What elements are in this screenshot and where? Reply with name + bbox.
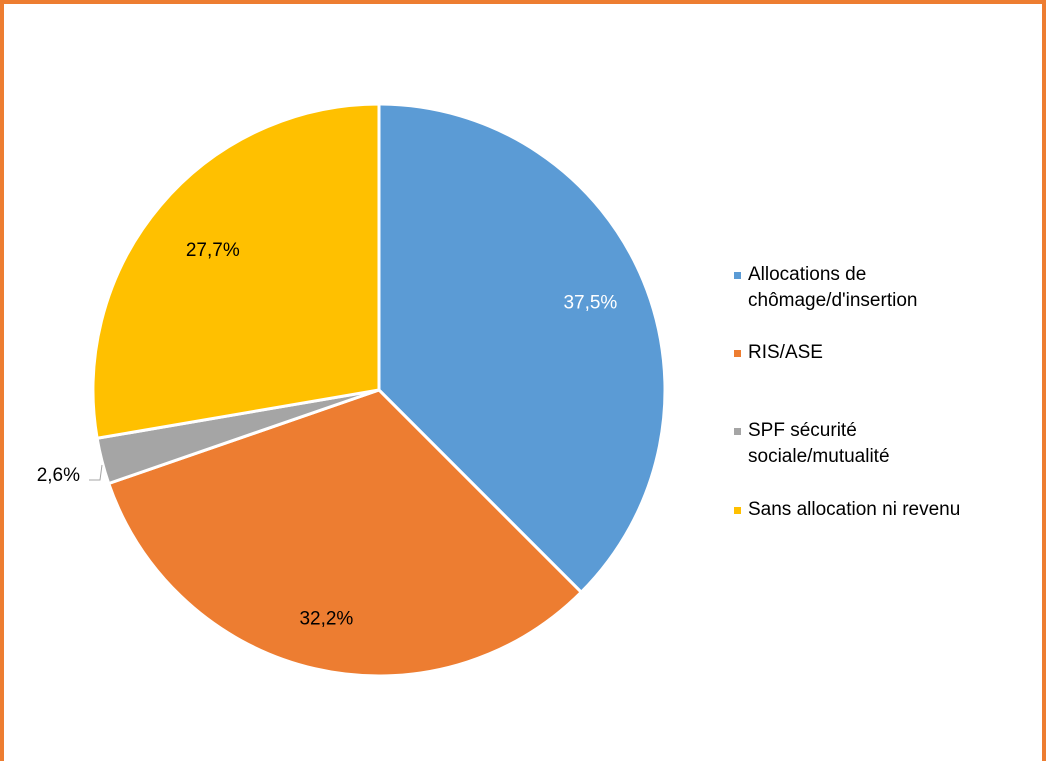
legend-item-allocations: Allocations de chômage/d'insertion	[734, 262, 917, 314]
legend-label-sans-allocation: Sans allocation ni revenu	[748, 497, 960, 523]
pie-slices	[93, 104, 665, 676]
data-label-allocations: 37,5%	[563, 292, 617, 313]
legend-label-allocations: Allocations de chômage/d'insertion	[748, 262, 917, 314]
legend-item-ris-ase: RIS/ASE	[734, 340, 823, 366]
legend-label-line: sociale/mutualité	[748, 444, 890, 470]
pie-chart: 37,5% 32,2% 2,6% 27,7%	[4, 4, 1046, 765]
data-label-leader-line	[89, 465, 102, 480]
pie-slice-sans-allocation	[93, 104, 379, 438]
data-label-ris-ase: 32,2%	[299, 609, 353, 630]
data-label-sans-allocation: 27,7%	[186, 240, 240, 261]
legend-swatch-spf	[734, 428, 741, 435]
legend-label-spf: SPF sécurité sociale/mutualité	[748, 418, 890, 470]
legend-label-line: RIS/ASE	[748, 340, 823, 366]
data-label-spf: 2,6%	[37, 465, 80, 486]
legend-swatch-ris-ase	[734, 350, 741, 357]
legend-swatch-sans-allocation	[734, 507, 741, 514]
legend-item-sans-allocation: Sans allocation ni revenu	[734, 497, 960, 523]
legend-label-line: SPF sécurité	[748, 418, 890, 444]
legend-label-ris-ase: RIS/ASE	[748, 340, 823, 366]
legend-swatch-allocations	[734, 272, 741, 279]
legend-label-line: chômage/d'insertion	[748, 288, 917, 314]
legend-item-spf: SPF sécurité sociale/mutualité	[734, 418, 890, 470]
legend-label-line: Sans allocation ni revenu	[748, 497, 960, 523]
legend-label-line: Allocations de	[748, 262, 917, 288]
